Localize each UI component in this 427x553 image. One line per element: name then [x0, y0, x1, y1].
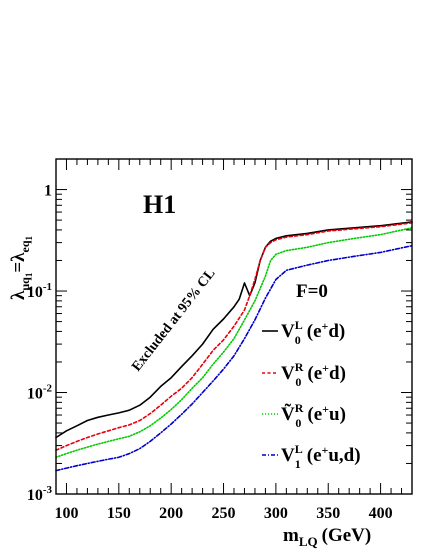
- x-axis-label-unit: (GeV): [322, 525, 372, 546]
- legend-superscript: R: [295, 401, 304, 415]
- legend-process: (e: [307, 363, 322, 384]
- legend-superscript: L: [295, 318, 303, 332]
- legend-label: ṼR 0 (e+u): [281, 401, 346, 430]
- x-tick-label: 250: [212, 505, 236, 522]
- x-axis-label-subscript: LQ: [299, 534, 318, 549]
- y-axis-label-sub-2: eq: [18, 240, 32, 252]
- legend-symbol: V: [281, 321, 295, 342]
- y-tick-label-base: 10: [27, 487, 43, 504]
- x-tick-label: 200: [159, 505, 183, 522]
- y-tick-label: 1: [44, 183, 52, 200]
- legend-process: (e: [307, 321, 322, 342]
- x-tick-label: 150: [107, 505, 131, 522]
- y-tick-label-exponent: -3: [43, 484, 53, 496]
- y-axis-label-equals: =: [8, 262, 29, 273]
- legend-symbol: Ṽ: [281, 403, 295, 425]
- x-axis-label-symbol: m: [283, 525, 299, 546]
- y-tick-label-exponent: -1: [43, 281, 52, 293]
- legend-label: VL 0 (e+d): [281, 318, 345, 347]
- legend-subscript: 0: [295, 375, 301, 389]
- series-line-1: [55, 221, 413, 439]
- chart-title: H1: [143, 190, 176, 219]
- legend-process: (e: [307, 445, 322, 466]
- x-tick-label: 300: [264, 505, 288, 522]
- legend-process-superscript: +: [322, 402, 329, 416]
- legend-subscript: 0: [295, 333, 301, 347]
- legend-superscript: R: [295, 360, 304, 374]
- legend-subscript: 0: [295, 416, 301, 430]
- legend-process-tail: u,d): [328, 445, 360, 466]
- y-axis-label-lambda-2: λ: [8, 252, 29, 262]
- legend-process-superscript: +: [322, 361, 329, 375]
- y-tick-label: 10-2: [27, 383, 53, 403]
- legend-subscript: 1: [295, 457, 301, 471]
- x-tick-label: 400: [369, 505, 393, 522]
- y-axis-label-lambda-1: λ: [8, 290, 29, 300]
- x-axis-ticks: 100 150 200 250 300 350 400: [54, 159, 403, 522]
- y-axis-label: λμq1=λeq1: [8, 236, 34, 301]
- legend-process-tail: d): [329, 363, 346, 384]
- series-line-4: [55, 244, 413, 472]
- y-tick-label-base: 1: [44, 183, 52, 200]
- legend-label: VR 0 (e+d): [281, 360, 346, 389]
- x-axis-label: mLQ (GeV): [283, 525, 371, 549]
- legend-symbol: V: [281, 445, 295, 466]
- y-axis-ticks: 10-310-210-11: [27, 158, 412, 504]
- y-tick-label-exponent: -2: [43, 383, 53, 395]
- y-axis-label-sub-1: μq: [18, 277, 32, 291]
- x-tick-label: 100: [54, 505, 78, 522]
- legend-header: F=0: [296, 281, 328, 302]
- legend-process-tail: u): [329, 404, 346, 425]
- legend-superscript: L: [295, 442, 303, 456]
- series-line-3: [55, 227, 413, 459]
- exclusion-annotation: Excluded at 95% CL: [129, 266, 218, 374]
- x-tick-label: 350: [316, 505, 340, 522]
- y-tick-label-base: 10: [27, 284, 43, 301]
- legend-process-superscript: +: [322, 319, 329, 333]
- y-tick-label: 10-3: [27, 484, 53, 504]
- y-tick-label: 10-1: [27, 281, 52, 301]
- legend: VL 0 (e+d)VR 0 (e+d)ṼR 0 (e+u)VL 1 (e+u,d): [262, 318, 361, 471]
- legend-process-tail: d): [328, 321, 345, 342]
- series-curves: [55, 221, 413, 472]
- y-tick-label-base: 10: [27, 386, 43, 403]
- y-axis-label-subsub-1: 1: [24, 272, 34, 277]
- legend-process: (e: [307, 404, 322, 425]
- legend-process-superscript: +: [322, 443, 329, 457]
- y-axis-label-subsub-2: 1: [24, 236, 34, 241]
- series-line-2: [55, 222, 413, 451]
- legend-symbol: V: [281, 363, 295, 384]
- legend-label: VL 1 (e+u,d): [281, 442, 361, 471]
